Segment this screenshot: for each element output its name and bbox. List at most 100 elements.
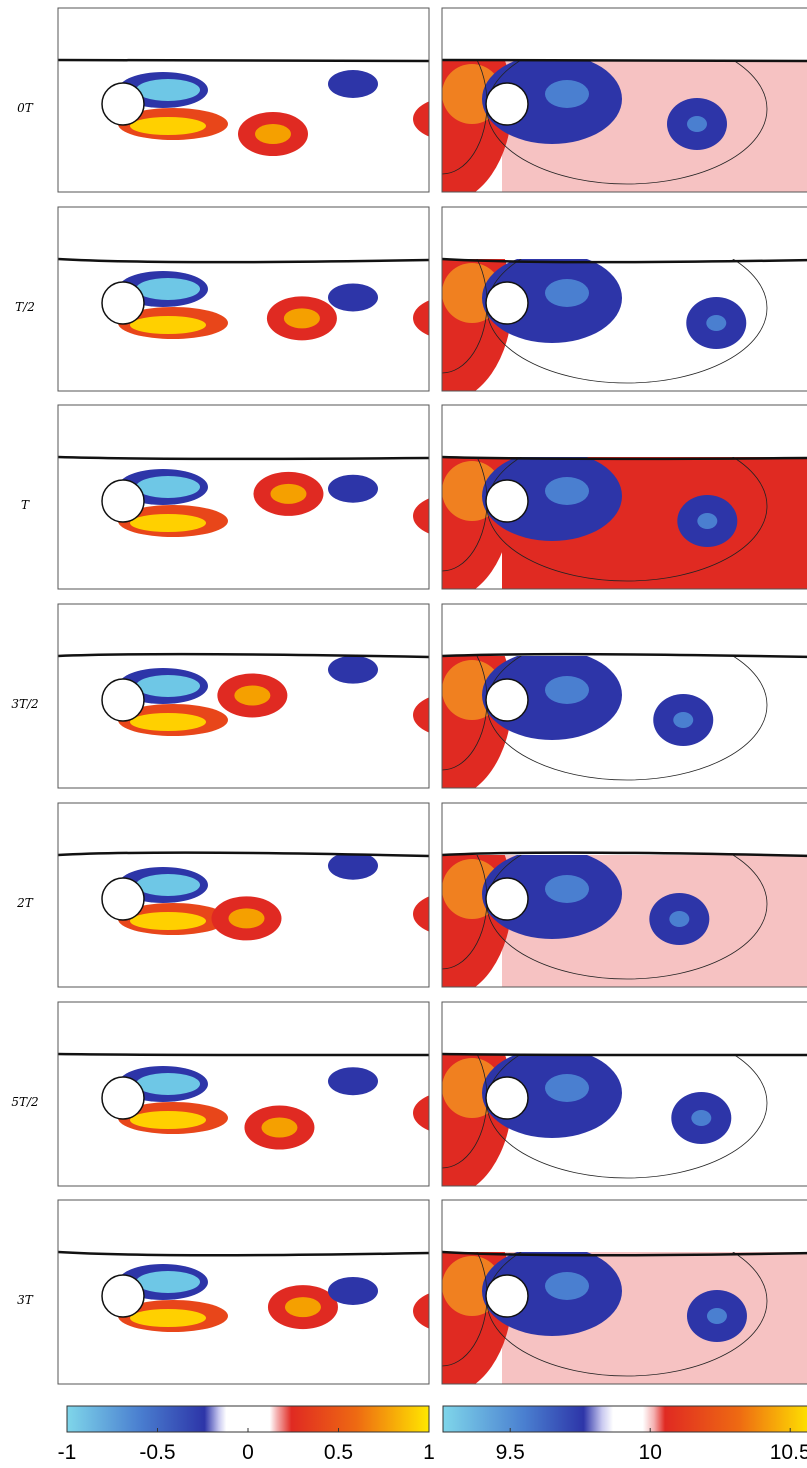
field <box>669 911 689 927</box>
free-surface <box>58 259 429 262</box>
vortex <box>285 1297 321 1317</box>
vortex <box>328 656 378 684</box>
row-label: 3T <box>17 1293 34 1307</box>
field <box>545 477 589 505</box>
air <box>58 405 429 457</box>
vortex <box>136 1271 200 1293</box>
panel <box>58 803 493 940</box>
tick-label: -0.5 <box>139 1441 175 1464</box>
vortex <box>130 1111 206 1129</box>
tick-label: 10 <box>639 1441 662 1464</box>
vortex <box>130 713 206 731</box>
cylinder <box>102 1275 144 1317</box>
tick-label: 10.5 <box>770 1441 807 1464</box>
air <box>58 803 429 855</box>
vortex <box>130 1309 206 1327</box>
tick-label: 0 <box>242 1441 254 1464</box>
air <box>442 803 807 855</box>
panel <box>58 1002 493 1150</box>
panel <box>372 600 807 800</box>
field <box>691 1110 711 1126</box>
cylinder <box>486 1275 528 1317</box>
panel <box>372 998 807 1198</box>
panel <box>58 604 493 737</box>
vortex <box>234 685 270 705</box>
field <box>545 80 589 108</box>
panel <box>372 203 807 403</box>
row-label: T <box>21 498 30 512</box>
tick-label: 9.5 <box>496 1441 525 1464</box>
cylinder <box>486 878 528 920</box>
panel <box>58 1200 493 1333</box>
free-surface <box>58 1252 429 1255</box>
row-label: 5T/2 <box>11 1095 38 1109</box>
field <box>545 279 589 307</box>
cylinder <box>102 1077 144 1119</box>
vortex <box>130 514 206 532</box>
free-surface <box>58 1054 429 1055</box>
panel <box>58 207 493 340</box>
row-label: 0T <box>17 101 34 115</box>
vortex <box>328 475 378 503</box>
air <box>58 604 429 656</box>
air <box>58 1002 429 1054</box>
vortex <box>328 70 378 98</box>
field <box>545 1074 589 1102</box>
row-label: 3T/2 <box>11 697 38 711</box>
vortex <box>228 908 264 928</box>
cylinder <box>102 480 144 522</box>
colorbar <box>443 1406 807 1432</box>
vortex <box>255 124 291 144</box>
vortex <box>136 278 200 300</box>
vortex <box>328 283 378 311</box>
air <box>58 8 429 60</box>
vortex <box>136 476 200 498</box>
row-label: T/2 <box>15 300 35 314</box>
free-surface <box>442 60 807 61</box>
vortex <box>328 1067 378 1095</box>
cylinder <box>102 679 144 721</box>
cylinder <box>486 282 528 324</box>
air <box>442 405 807 457</box>
air <box>442 1200 807 1252</box>
vortex <box>130 912 206 930</box>
air <box>442 8 807 60</box>
free-surface <box>58 60 429 61</box>
panel <box>372 1196 807 1436</box>
vortex <box>136 874 200 896</box>
vortex <box>136 675 200 697</box>
vortex <box>136 1073 200 1095</box>
field <box>545 875 589 903</box>
figure: 0TT/2T3T/22T5T/23T-1-0.500.519.51010.5 <box>0 0 807 1468</box>
vortex <box>261 1118 297 1138</box>
tick-label: 1 <box>423 1441 435 1464</box>
cylinder <box>486 679 528 721</box>
cylinder <box>486 83 528 125</box>
vortex <box>270 484 306 504</box>
vortex <box>130 117 206 135</box>
tick-label: 0.5 <box>324 1441 353 1464</box>
panel <box>58 8 493 156</box>
air <box>58 1200 429 1252</box>
cylinder <box>102 878 144 920</box>
vortex <box>130 316 206 334</box>
tick-label: -1 <box>58 1441 77 1464</box>
air <box>58 207 429 259</box>
field <box>687 116 707 132</box>
air <box>442 207 807 259</box>
air <box>442 604 807 656</box>
field <box>697 513 717 529</box>
panel <box>58 405 493 538</box>
field <box>545 676 589 704</box>
cylinder <box>102 282 144 324</box>
free-surface <box>58 457 429 459</box>
vortex <box>328 1277 378 1305</box>
cylinder <box>102 83 144 125</box>
field <box>707 1308 727 1324</box>
field <box>673 712 693 728</box>
panels <box>58 4 807 1436</box>
field <box>545 1272 589 1300</box>
vortex <box>284 308 320 328</box>
field <box>706 315 726 331</box>
air <box>442 1002 807 1054</box>
